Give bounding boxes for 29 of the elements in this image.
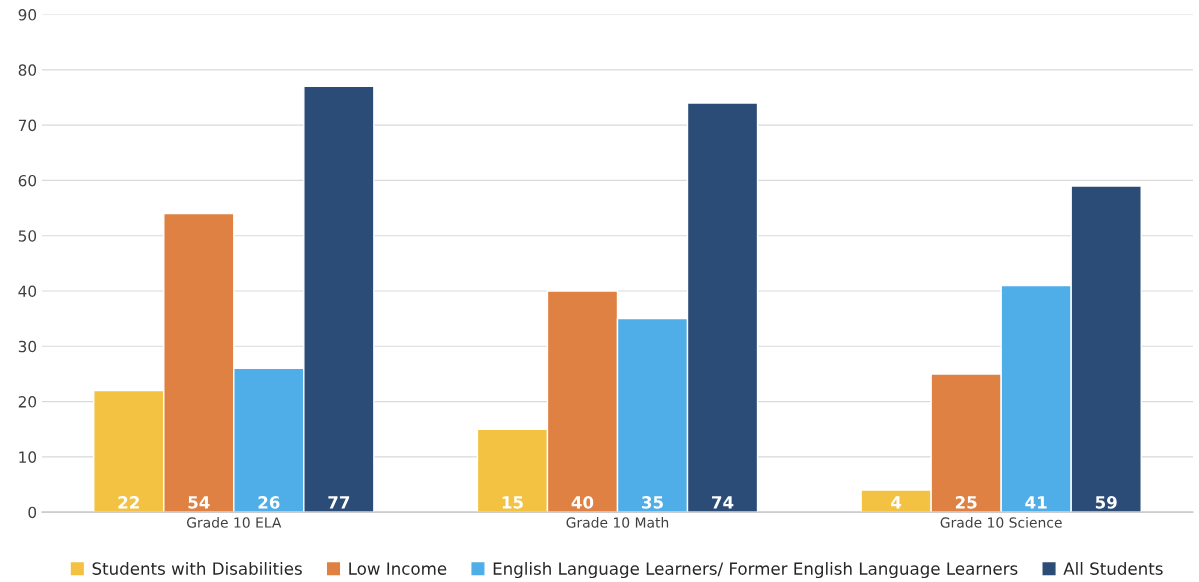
y-tick-label: 30 xyxy=(18,340,37,353)
y-tick-label: 40 xyxy=(18,285,37,298)
y-tick-label: 80 xyxy=(18,64,37,76)
legend-label: English Language Learners/ Former English Language Learners xyxy=(493,561,1018,579)
x-tick-label: Grade 10 ELA xyxy=(187,517,282,528)
y-tick-label: 10 xyxy=(19,451,37,463)
data-label: 4 xyxy=(891,496,902,509)
legend-label: Low Income xyxy=(349,562,447,575)
y-tick-label: 60 xyxy=(18,174,37,187)
data-label: 41 xyxy=(1025,496,1047,509)
data-label: 77 xyxy=(328,496,350,509)
y-tick-label: 20 xyxy=(18,396,37,408)
x-tick-label: Grade 10 Math xyxy=(566,517,669,528)
data-label: 40 xyxy=(571,496,594,509)
data-label: 26 xyxy=(258,496,280,509)
y-tick-label: 0 xyxy=(28,506,37,519)
data-label: 59 xyxy=(1095,496,1117,509)
y-tick-label: 50 xyxy=(18,230,37,242)
data-label: 22 xyxy=(118,496,139,509)
data-label: 74 xyxy=(712,496,734,509)
y-tick-label: 70 xyxy=(18,119,37,132)
y-tick-label: 90 xyxy=(18,9,37,21)
x-tick-label: Grade 10 Science xyxy=(940,517,1062,528)
data-label: 25 xyxy=(955,496,977,509)
data-label: 54 xyxy=(188,496,210,509)
legend-label: All Students xyxy=(1063,561,1163,575)
legend-label: Students with Disabilities xyxy=(92,561,302,575)
data-label: 35 xyxy=(642,496,663,509)
data-label: 15 xyxy=(502,496,523,509)
